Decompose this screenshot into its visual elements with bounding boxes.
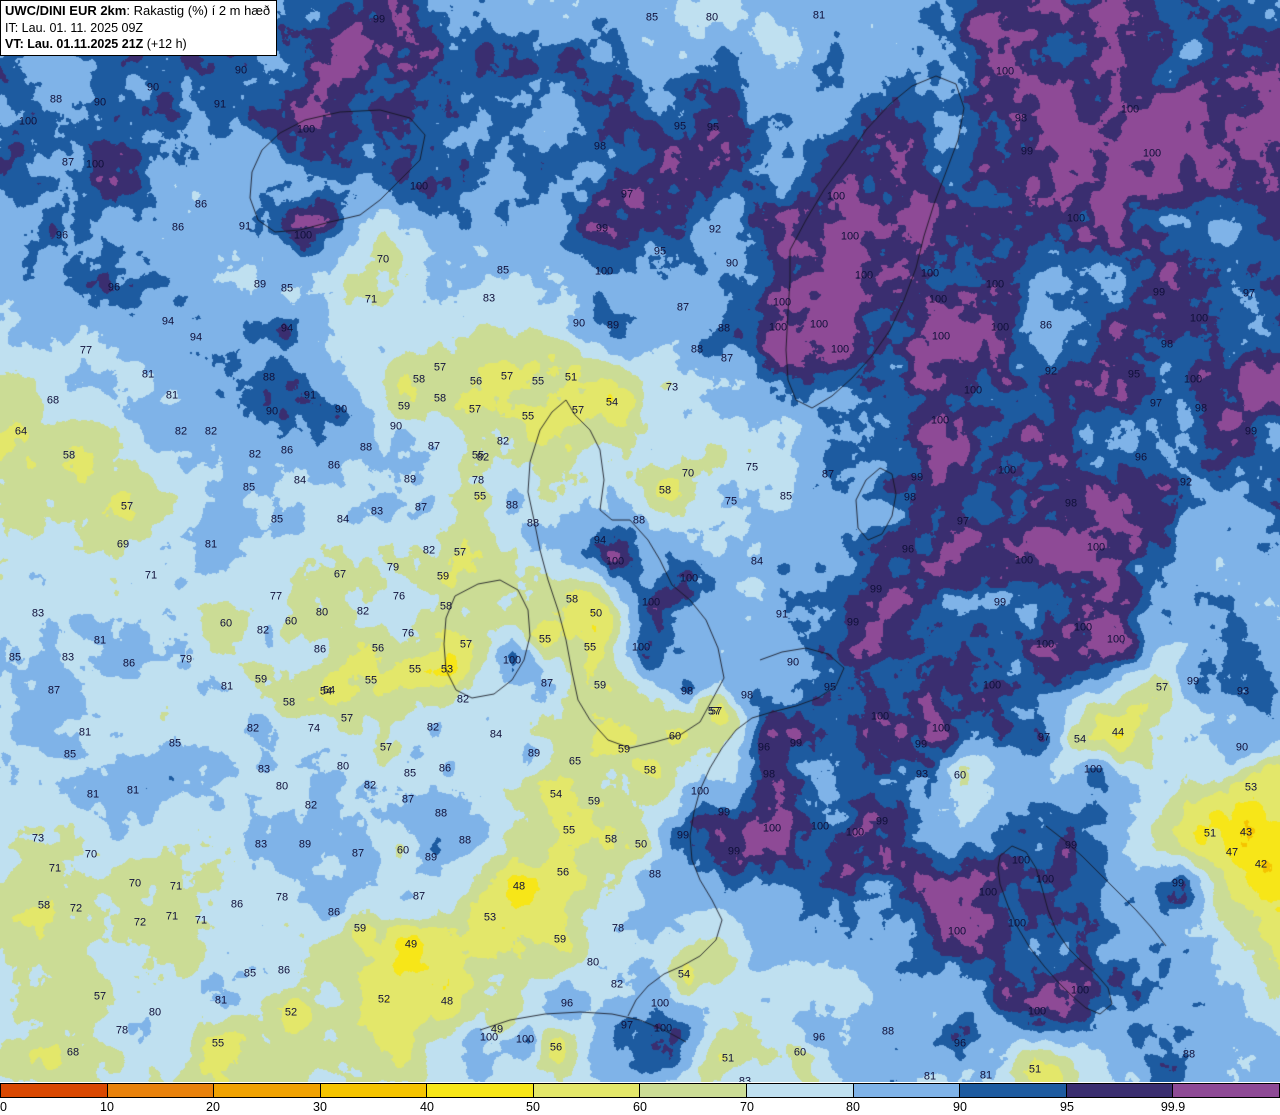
colorbar-gradient[interactable] — [0, 1083, 1280, 1098]
map-info-box: UWC/DINI EUR 2km: Rakastig (%) í 2 m hæð… — [0, 0, 278, 57]
lead-time: (+12 h) — [143, 37, 187, 52]
valid-time-line: VT: Lau. 01.11.2025 21Z (+12 h) — [5, 36, 270, 52]
map-viewport[interactable]: 99 85 80 81 100 100 98 99 100 90 88 90 90 91 100 87 100 1… — [0, 0, 1280, 1082]
colorbar-segment-8 — [853, 1084, 961, 1097]
colorbar-tick-20: 20 — [206, 1100, 220, 1114]
colorbar-segment-6 — [640, 1084, 748, 1097]
model-title-line: UWC/DINI EUR 2km: Rakastig (%) í 2 m hæð — [5, 3, 270, 20]
colorbar-tick-70: 70 — [740, 1100, 754, 1114]
colorbar-tick-90: 90 — [953, 1100, 967, 1114]
parameter-name: : Rakastig (%) í 2 m hæð — [126, 3, 271, 18]
colorbar-tick-0: 0 — [0, 1100, 7, 1114]
colorbar-tick-10: 10 — [100, 1100, 114, 1114]
colorbar-segment-3 — [320, 1084, 428, 1097]
colorbar-panel: 0 10 20 30 40 50 60 70 80 90 95 99.9 — [0, 1082, 1280, 1115]
colorbar-segment-1 — [107, 1084, 215, 1097]
colorbar-tick-95: 95 — [1060, 1100, 1074, 1114]
colorbar-tick-80: 80 — [846, 1100, 860, 1114]
colorbar-segment-9 — [960, 1084, 1067, 1097]
colorbar-tick-40: 40 — [420, 1100, 434, 1114]
colorbar-segment-10 — [1066, 1084, 1174, 1097]
colorbar-tick-99.9: 99.9 — [1160, 1100, 1186, 1114]
model-name: UWC/DINI EUR 2km — [5, 3, 127, 18]
colorbar-segment-2 — [214, 1084, 321, 1097]
colorbar-tick-60: 60 — [633, 1100, 647, 1114]
humidity-field-canvas[interactable] — [0, 0, 1280, 1082]
colorbar-tick-50: 50 — [526, 1100, 540, 1114]
colorbar-segment-7 — [747, 1084, 854, 1097]
colorbar-segment-5 — [533, 1084, 641, 1097]
valid-time: VT: Lau. 01.11.2025 21Z — [5, 37, 144, 52]
init-time-line: IT: Lau. 01. 11. 2025 09Z — [5, 20, 144, 35]
colorbar-segment-4 — [427, 1084, 534, 1097]
colorbar-tick-30: 30 — [313, 1100, 327, 1114]
colorbar-segment-0 — [1, 1084, 108, 1097]
colorbar-segment-11 — [1173, 1084, 1279, 1097]
colorbar-tick-labels: 0 10 20 30 40 50 60 70 80 90 95 99.9 — [0, 1099, 1280, 1115]
